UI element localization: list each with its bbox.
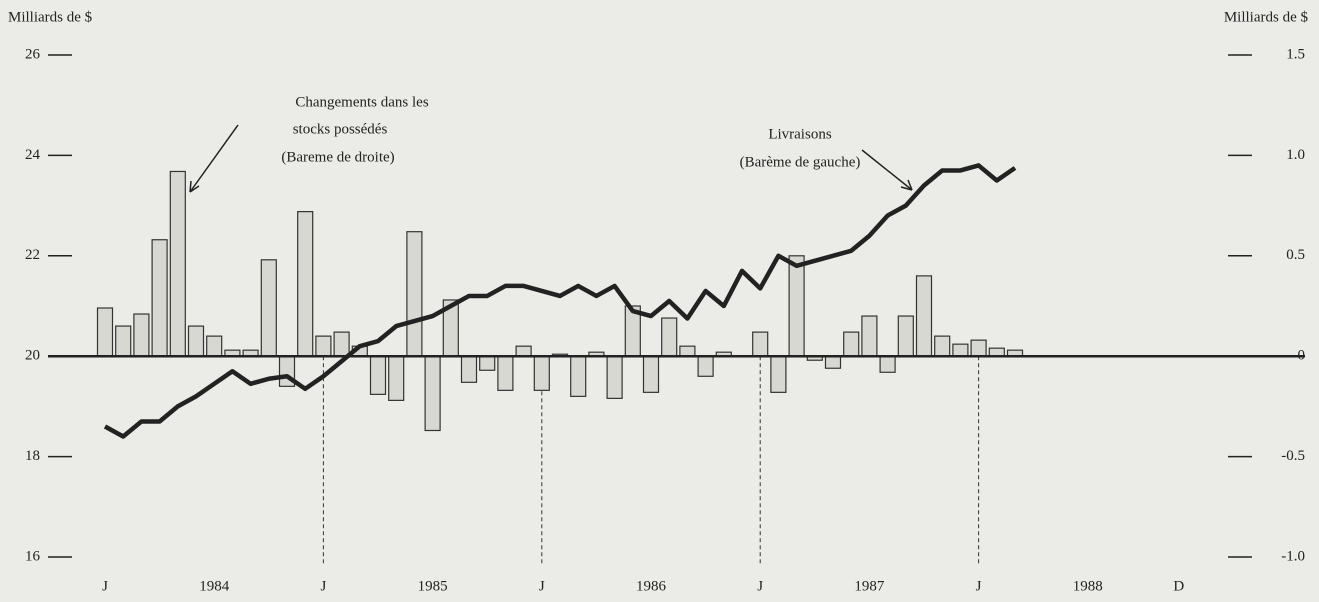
arrow — [861, 149, 913, 191]
bar — [96, 307, 114, 357]
annotation: Livraisons — [768, 126, 831, 142]
bar — [169, 170, 186, 357]
bar — [824, 355, 842, 369]
bar — [642, 355, 660, 393]
y2-tick-label: -1.0 — [1281, 548, 1305, 564]
bar — [952, 343, 969, 357]
bar — [697, 355, 714, 377]
y2-tick-label: 1.5 — [1286, 46, 1305, 62]
bar — [915, 275, 933, 357]
bar — [315, 335, 332, 357]
bar — [861, 315, 878, 357]
y-tick-label: 16 — [25, 548, 41, 564]
annotation: Changements dans les — [295, 94, 428, 110]
bar — [424, 355, 441, 432]
bar — [752, 331, 769, 357]
bar — [897, 315, 914, 357]
y-tick-label: 22 — [25, 247, 40, 263]
x-tick-label: 1986 — [636, 578, 667, 594]
x-tick-label: J — [757, 578, 763, 594]
bar — [679, 345, 696, 357]
y-tick-label: 20 — [25, 348, 40, 364]
bar — [479, 355, 496, 371]
bar — [606, 355, 623, 399]
bar — [369, 355, 387, 395]
arrows — [189, 124, 913, 193]
bar — [661, 317, 678, 357]
bar — [497, 355, 514, 391]
bar — [297, 211, 314, 357]
bar — [133, 313, 150, 357]
annotation: (Bareme de droite) — [281, 149, 394, 165]
bar — [260, 259, 277, 357]
x-tick-label: 1985 — [418, 578, 448, 594]
y2-tick-label: -0.5 — [1281, 448, 1305, 464]
bar — [879, 355, 896, 373]
bar — [460, 355, 478, 383]
bar — [115, 325, 132, 357]
annotation: stocks possédés — [293, 121, 388, 137]
bar — [970, 339, 987, 357]
x-tick-label: J — [102, 578, 108, 594]
x-tick-label: 1988 — [1073, 578, 1103, 594]
bar — [515, 345, 532, 357]
bar — [206, 335, 223, 357]
y-tick-label: 18 — [25, 448, 40, 464]
x-tick-label: J — [320, 578, 326, 594]
bar — [406, 231, 423, 357]
bar — [788, 255, 805, 357]
bar — [333, 331, 350, 357]
y2-tick-label: 1.0 — [1286, 147, 1305, 163]
x-tick-label: J — [539, 578, 545, 594]
x-tick-label: 1984 — [199, 578, 230, 594]
annotation: (Barème de gauche) — [740, 154, 861, 170]
arrow-head — [900, 179, 913, 191]
bar — [388, 355, 405, 401]
arrow — [189, 124, 239, 193]
x-tick-label: D — [1173, 578, 1184, 594]
bar — [533, 355, 550, 391]
bar — [843, 331, 860, 357]
y-axis-title: Milliards de $ — [8, 9, 93, 25]
bar — [770, 355, 787, 393]
bar — [151, 239, 168, 357]
arrow-head — [189, 180, 200, 193]
x-tick-label: J — [976, 578, 982, 594]
line — [103, 163, 1017, 439]
bar — [187, 325, 205, 357]
bar — [934, 335, 951, 357]
y-tick-label: 24 — [25, 147, 41, 163]
y2-axis-title: Milliards de $ — [1224, 9, 1309, 25]
x-tick-label: 1987 — [854, 578, 885, 594]
bar — [570, 355, 587, 397]
y2-tick-label: 0.5 — [1286, 247, 1305, 263]
y-tick-label: 26 — [25, 46, 41, 62]
